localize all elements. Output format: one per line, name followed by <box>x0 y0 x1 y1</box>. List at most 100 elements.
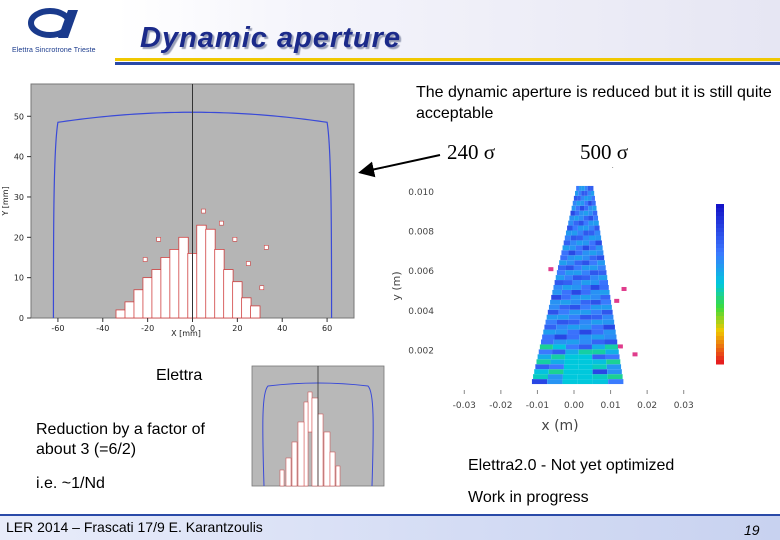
da-block <box>589 245 596 251</box>
da-block <box>594 225 600 231</box>
arrow-to-elettra-plot <box>358 154 441 178</box>
y-tick-label: 0.002 <box>408 346 434 356</box>
da-block <box>591 309 602 315</box>
colorbar-segment <box>716 240 724 245</box>
da-block <box>578 215 584 221</box>
colorbar-segment <box>716 360 724 365</box>
da-block <box>584 190 588 196</box>
da-block <box>573 265 582 271</box>
da-block <box>566 334 580 340</box>
x-axis-label: X [mm] <box>171 329 201 338</box>
da-block <box>570 210 575 216</box>
da-block <box>583 215 589 221</box>
colorbar-segment <box>716 348 724 353</box>
da-block <box>590 190 595 196</box>
da-block <box>582 255 590 261</box>
da-island <box>621 286 627 291</box>
da-block <box>587 190 591 196</box>
da-island <box>632 352 638 357</box>
da-block <box>562 285 572 290</box>
da-block <box>550 359 565 365</box>
da-block <box>536 359 551 365</box>
da-block <box>572 275 582 281</box>
da-block <box>600 289 610 295</box>
da-block <box>570 235 577 241</box>
stable-region-block <box>241 297 252 319</box>
da-block <box>581 280 591 285</box>
da-block <box>555 275 565 281</box>
da-block <box>588 210 593 216</box>
da-block <box>570 240 577 246</box>
da-block <box>561 294 571 300</box>
da-block <box>579 185 582 191</box>
da-block <box>591 319 603 325</box>
da-block <box>571 289 581 295</box>
colorbar-segment <box>716 312 724 317</box>
stable-region-block <box>303 401 309 487</box>
da-block <box>598 270 607 276</box>
da-block <box>573 195 578 201</box>
elettra2-da-chart: -0.03 -0.02 -0.01 0.00 0.01 0.02 0.03 0.002 0.00… <box>384 168 732 436</box>
da-block <box>590 285 600 290</box>
stable-region-block <box>232 281 243 319</box>
da-block <box>590 299 601 305</box>
colorbar-segment <box>716 324 724 329</box>
da-block <box>587 185 591 191</box>
da-island <box>617 344 623 349</box>
da-block <box>590 294 601 300</box>
da-block <box>573 270 582 276</box>
stable-region-block <box>169 249 180 319</box>
da-block <box>588 230 595 236</box>
colorbar-segment <box>716 304 724 309</box>
da-block <box>593 220 599 226</box>
da-block <box>565 230 572 236</box>
da-block <box>571 230 578 236</box>
da-block <box>602 314 614 320</box>
stable-region-block <box>329 451 336 487</box>
colorbar-segment <box>716 288 724 293</box>
da-block <box>581 185 585 191</box>
colorbar-segment <box>716 256 724 261</box>
colorbar-segment <box>716 328 724 333</box>
colorbar-segment <box>716 208 724 213</box>
da-block <box>589 235 596 241</box>
da-block <box>607 369 622 375</box>
stable-region-island <box>142 257 148 262</box>
colorbar-segment <box>716 344 724 349</box>
da-block <box>535 364 550 370</box>
da-block <box>563 364 579 370</box>
da-block <box>570 299 581 305</box>
da-block <box>543 329 556 335</box>
da-block <box>575 205 580 211</box>
da-block <box>574 255 583 261</box>
da-block <box>606 364 622 370</box>
da-block <box>583 210 589 216</box>
sigma-240-label: 240 σ <box>447 140 496 164</box>
colorbar-segment <box>716 244 724 249</box>
da-block <box>568 319 580 325</box>
footer-bar <box>0 514 780 540</box>
da-block <box>539 344 553 350</box>
da-block <box>592 379 609 385</box>
da-block <box>605 349 619 355</box>
da-block <box>580 195 585 201</box>
da-block <box>591 339 605 345</box>
da-block <box>597 260 605 266</box>
elettra-logo-mark <box>28 8 78 38</box>
da-block <box>589 255 597 261</box>
da-block <box>589 260 598 266</box>
da-block <box>595 240 602 246</box>
colorbar-segment <box>716 352 724 357</box>
da-block <box>580 299 591 305</box>
y-tick-label: 0 <box>19 314 24 323</box>
y-tick-label: 40 <box>14 153 24 162</box>
x-tick-label: 0.01 <box>601 401 621 411</box>
da-block <box>607 374 623 380</box>
da-block <box>583 230 589 236</box>
da-block <box>579 329 592 335</box>
da-block <box>542 334 555 340</box>
da-block <box>580 200 585 206</box>
x-tick-label: 0.02 <box>637 401 657 411</box>
da-block <box>590 280 600 285</box>
colorbar-segment <box>716 268 724 273</box>
